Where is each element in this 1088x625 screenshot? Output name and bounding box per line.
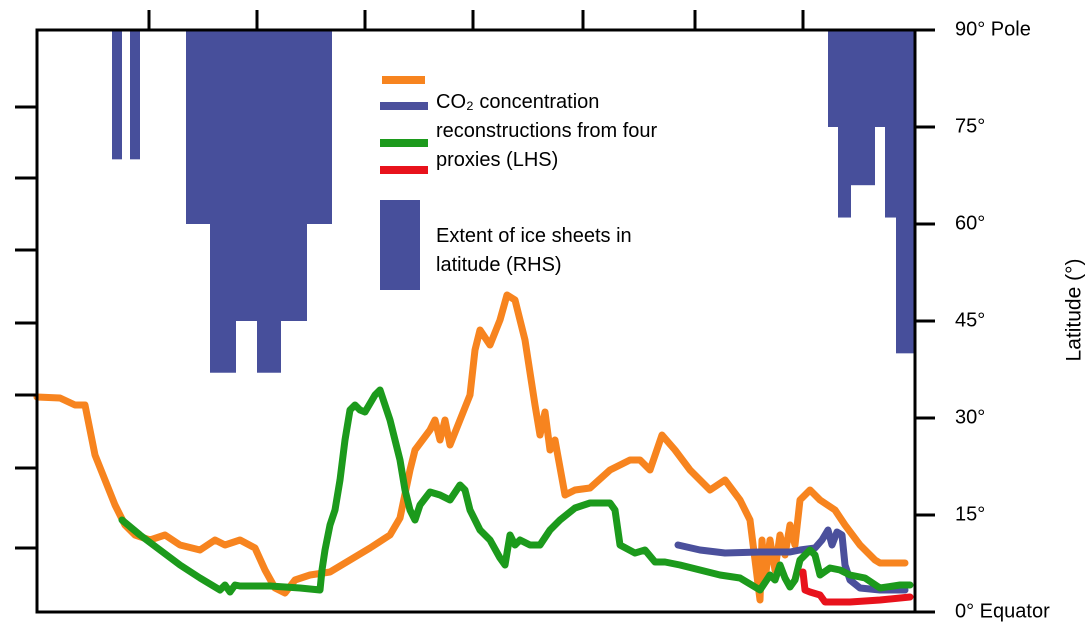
ice-extent-bar (112, 30, 122, 160)
co2-line (799, 568, 914, 606)
ice-extent-bar (236, 30, 257, 321)
y2-tick-label: 30° (955, 406, 985, 428)
co2-line (118, 386, 914, 596)
y2-tick-label: 45° (955, 309, 985, 331)
ice-extent-bar (838, 30, 851, 218)
y2-tick-label: 60° (955, 212, 985, 234)
ice-extent-bar (210, 30, 236, 373)
co2-line (674, 526, 909, 594)
ice-legend-text: Extent of ice sheets in latitude (RHS) (436, 225, 632, 276)
ice-extent-bar (130, 30, 140, 160)
ice-extent-bar (307, 30, 332, 224)
ice-legend-swatch (380, 200, 420, 290)
ice-extent-bar (885, 30, 896, 218)
y2-tick-label: 90° Pole (955, 18, 1031, 40)
y2-tick-label: 75° (955, 115, 985, 137)
y2-tick-label: 0° Equator (955, 600, 1050, 622)
ice-extent-bar (257, 30, 281, 373)
y2-axis-label: Latitude (°) (1063, 259, 1086, 362)
ice-extent-bar (851, 30, 875, 186)
co2-legend-text: CO₂ concentration reconstructions from f… (436, 91, 658, 171)
ice-extent-bar (281, 30, 307, 321)
y2-tick-label: 15° (955, 503, 985, 525)
ice-extent-bar (896, 30, 915, 354)
ice-extent-bar (828, 30, 838, 127)
ice-extent-bar (186, 30, 210, 224)
ice-extent-bar (875, 30, 885, 127)
